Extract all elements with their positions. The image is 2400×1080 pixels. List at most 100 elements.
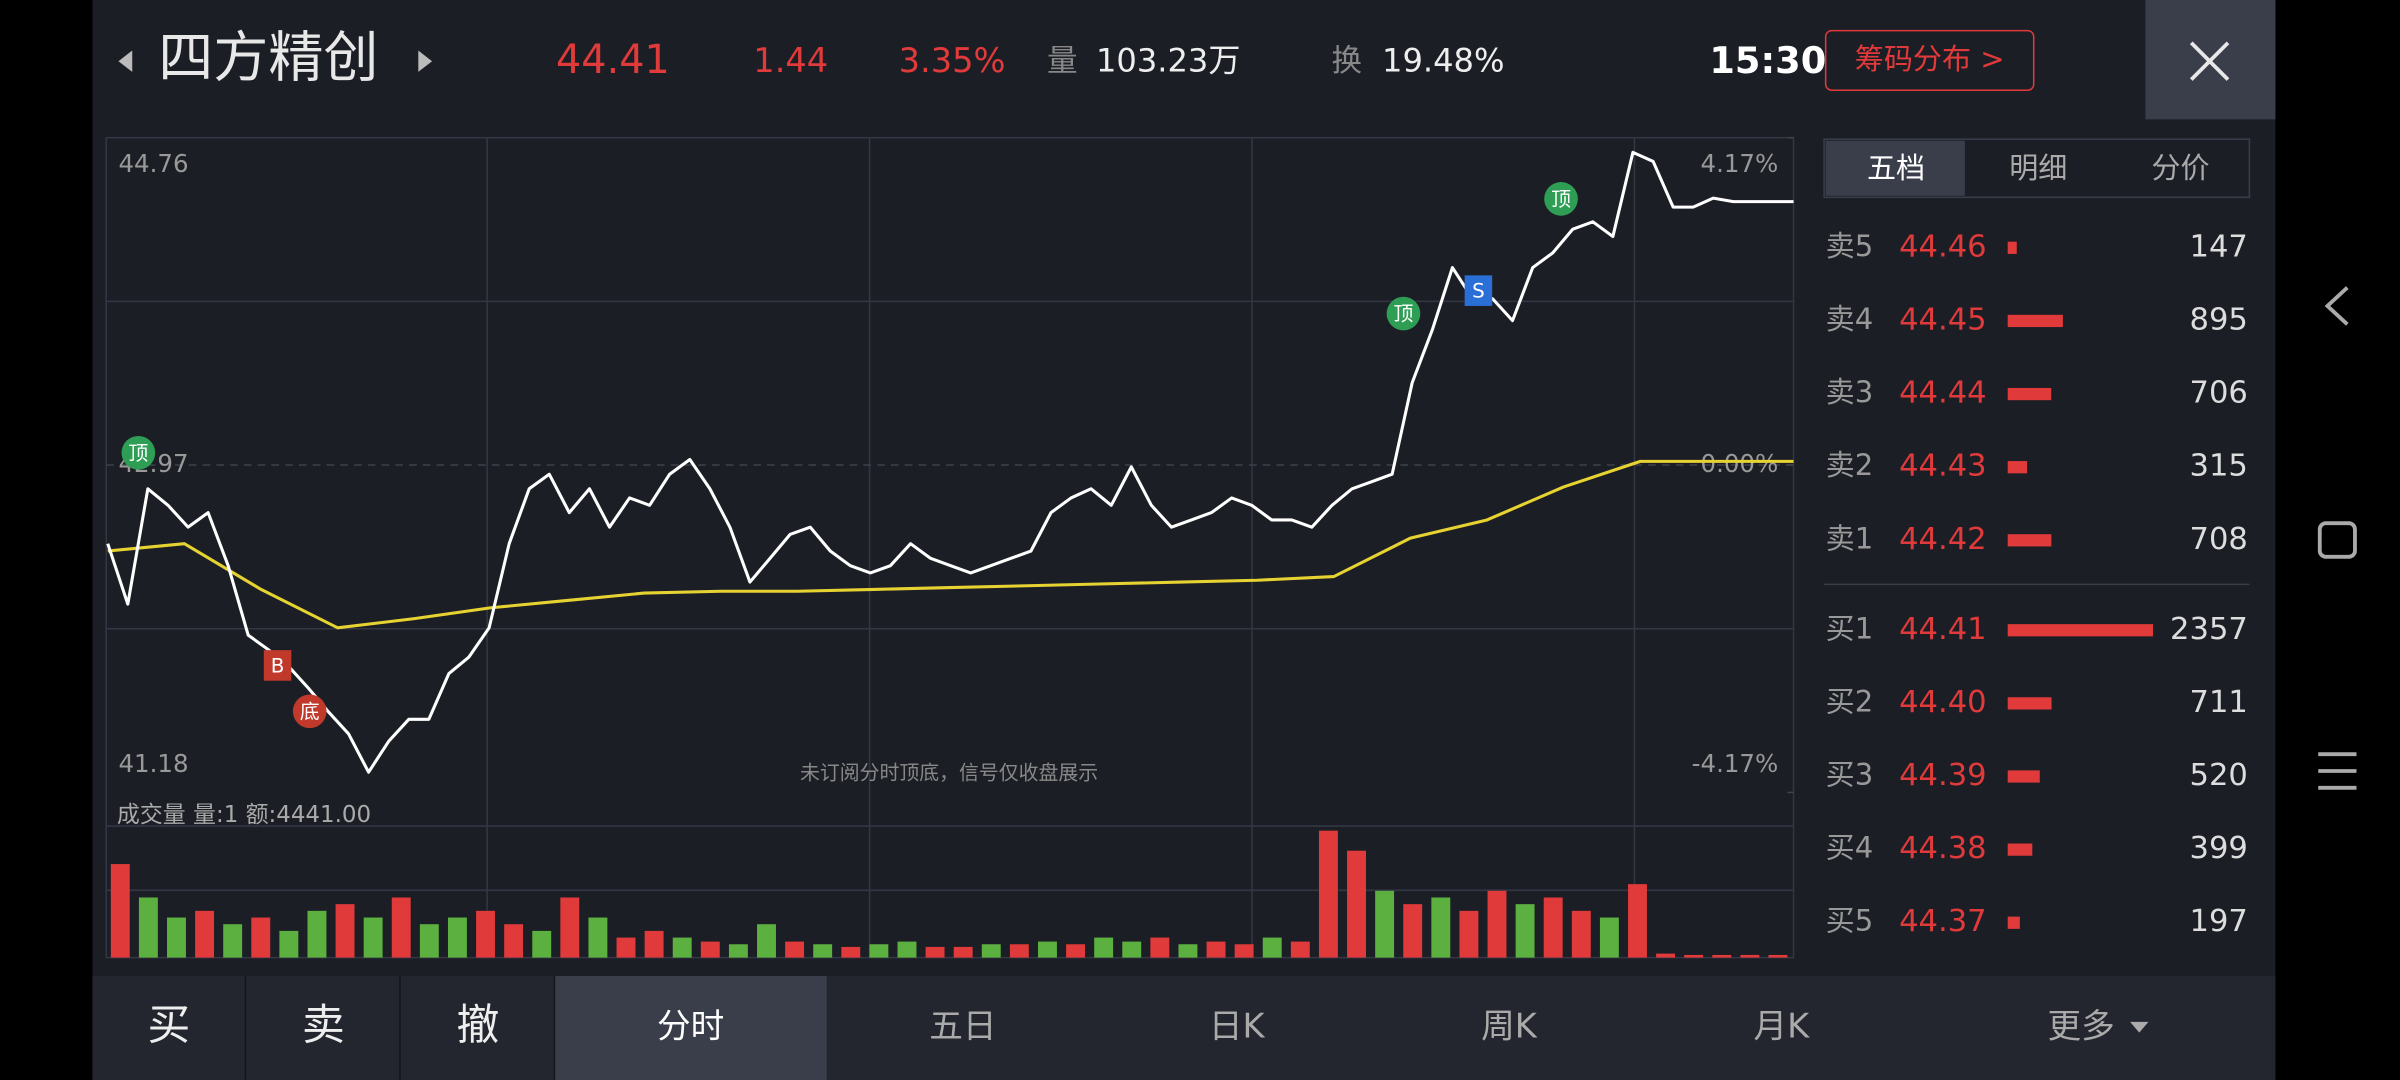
book-bar (2007, 770, 2040, 783)
volume-bar (419, 924, 439, 958)
y-tick-label: 41.18 (118, 749, 188, 778)
book-bar (2007, 241, 2017, 254)
volume-bar (1768, 954, 1788, 958)
volume-bar (953, 946, 973, 958)
volume: 103.23万 (1096, 42, 1240, 80)
book-bar (2007, 461, 2028, 474)
volume-label: 量 (1047, 44, 1078, 79)
period-tab[interactable]: 日K (1209, 1006, 1266, 1045)
nav-back[interactable] (2324, 286, 2349, 326)
signal-badge (263, 650, 292, 681)
book-bar (2007, 697, 2052, 710)
signal-label: 底 (300, 700, 320, 723)
book-price: 44.40 (1899, 685, 1987, 720)
book-volume: 706 (2190, 376, 2248, 411)
volume-bar (223, 924, 243, 958)
book-label: 买5 (1826, 904, 1874, 938)
volume-label: 成交量 量:1 额:4441.00 (117, 802, 371, 828)
book-price: 44.38 (1899, 831, 1987, 866)
book-volume: 895 (2190, 302, 2248, 337)
action-button[interactable]: 买 (148, 1000, 191, 1050)
book-label: 卖5 (1826, 229, 1874, 263)
volume-bar (1094, 937, 1114, 958)
signal-badge (1386, 296, 1421, 331)
book-volume: 147 (2190, 229, 2248, 264)
volume-bar (644, 930, 664, 958)
period-tab[interactable]: 月K (1753, 1006, 1810, 1045)
period-active (554, 975, 827, 1080)
volume-bar (1375, 890, 1395, 958)
notice: 未订阅分时顶底，信号仅收盘展示 (800, 762, 1098, 785)
chip-button-label: 筹码分布 > (1855, 42, 2005, 76)
avg-line (107, 459, 1794, 630)
signal-badge (292, 694, 327, 729)
volume-bar (1403, 904, 1423, 958)
book-price: 44.37 (1899, 904, 1987, 939)
book-label: 买2 (1826, 684, 1874, 718)
book-volume: 708 (2190, 522, 2248, 557)
chip-button[interactable] (1824, 29, 2035, 92)
book-volume: 520 (2190, 758, 2248, 793)
volume-bar (981, 944, 1001, 958)
volume-bar (251, 917, 271, 958)
volume-bar (447, 917, 467, 958)
volume-bar (1178, 944, 1198, 958)
volume-bar (307, 910, 327, 958)
nav-menu[interactable] (2318, 752, 2357, 790)
book-label: 买3 (1826, 757, 1874, 791)
volume-bar (616, 937, 636, 958)
volume-bar (1459, 910, 1479, 958)
nav-home[interactable] (2317, 521, 2357, 559)
book-label: 卖2 (1826, 448, 1874, 482)
volume-bar (1262, 937, 1282, 958)
y2-tick-label: 4.17% (1701, 149, 1779, 178)
book-bar (2007, 314, 2063, 328)
prev-arrow[interactable] (118, 50, 133, 72)
volume-bar (1122, 941, 1142, 958)
more-arrow (2130, 1021, 2149, 1033)
price-line (106, 150, 1794, 774)
next-arrow[interactable] (418, 50, 433, 72)
volume-bar (1712, 954, 1732, 958)
book-tab-active (1825, 140, 1965, 196)
book-volume: 711 (2190, 685, 2248, 720)
volume-bar (1206, 941, 1226, 958)
volume-bar (1066, 944, 1086, 958)
volume-bar (1290, 941, 1310, 958)
price: 44.41 (556, 37, 670, 83)
book-price: 44.46 (1899, 229, 1987, 264)
book-label: 买4 (1826, 831, 1874, 865)
book-bar (2007, 916, 2020, 929)
signal-label: 顶 (1394, 303, 1414, 326)
period-tab[interactable]: 周K (1481, 1006, 1538, 1045)
volume-bar (560, 897, 580, 958)
book-price: 44.44 (1899, 376, 1987, 411)
signal-badge (1464, 275, 1493, 306)
book-price: 44.39 (1899, 758, 1987, 793)
book-label: 卖3 (1826, 375, 1874, 409)
volume-bar (700, 941, 720, 958)
volume-bar (1318, 830, 1338, 958)
book-label: 卖4 (1826, 302, 1874, 336)
action-button[interactable]: 卖 (302, 1000, 345, 1050)
book-price: 44.41 (1899, 612, 1987, 647)
volume-bar (1150, 937, 1170, 958)
period-tab[interactable]: 五日 (929, 1006, 996, 1045)
period-tab[interactable]: 更多 (2047, 1006, 2114, 1045)
volume-bar (279, 930, 299, 958)
book-volume: 399 (2190, 831, 2248, 866)
book-bar (2007, 534, 2052, 547)
y2-tick-label: 0.00% (1701, 449, 1779, 478)
volume-bar (335, 904, 355, 958)
volume-bar (588, 917, 608, 958)
signal-label: S (1472, 280, 1485, 303)
period-tab[interactable]: 分时 (657, 1006, 724, 1045)
volume-bar (757, 924, 776, 958)
turnover-label: 换 (1332, 44, 1363, 79)
action-button[interactable]: 撤 (457, 1000, 500, 1050)
volume-bar (1431, 897, 1451, 958)
time: 15:30 (1709, 39, 1826, 82)
volume-bar (1038, 941, 1057, 958)
